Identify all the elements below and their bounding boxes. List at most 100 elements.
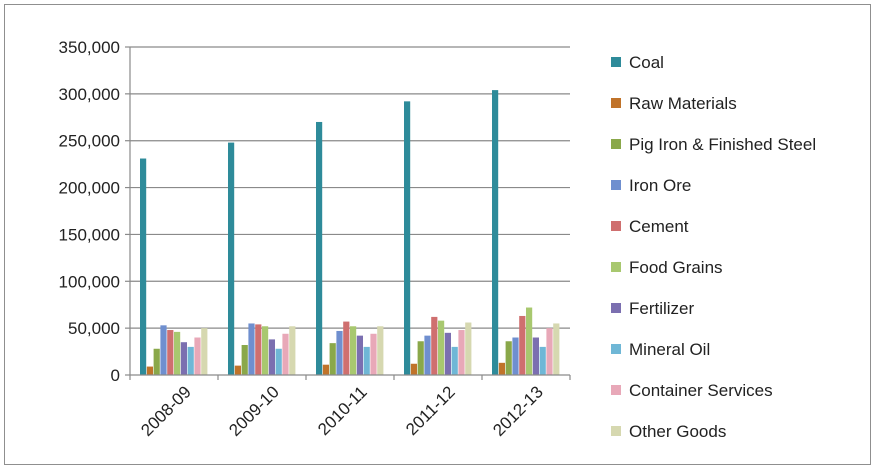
bar-fertilizer-2008-09	[180, 342, 187, 375]
bar-container-services-2011-12	[458, 330, 465, 375]
bar-coal-2011-12	[404, 101, 411, 375]
bar-food-grains-2008-09	[174, 331, 181, 375]
legend-label: Other Goods	[629, 422, 726, 441]
legend-swatch	[611, 385, 621, 395]
legend-item-container-services: Container Services	[611, 381, 773, 400]
legend-swatch	[611, 303, 621, 313]
bar-coal-2009-10	[228, 142, 235, 375]
y-tick-label: 200,000	[59, 179, 120, 198]
bar-food-grains-2009-10	[262, 326, 269, 375]
bar-mineral-oil-2009-10	[275, 348, 282, 375]
bar-pig-iron-finished-steel-2011-12	[417, 341, 424, 375]
bar-container-services-2012-13	[546, 328, 553, 375]
bar-cement-2009-10	[255, 324, 262, 375]
bar-coal-2008-09	[140, 158, 147, 375]
bar-other-goods-2010-11	[377, 326, 384, 375]
y-axis-ticks: 0 50,000 100,000 150,000 200,000 250,000 300,0…	[59, 38, 120, 385]
x-tick-label: 2010-11	[314, 382, 371, 439]
legend-swatch	[611, 139, 621, 149]
bar-cement-2012-13	[519, 315, 526, 375]
bar-food-grains-2011-12	[438, 320, 445, 375]
legend-item-coal: Coal	[611, 53, 664, 72]
bar-raw-materials-2008-09	[146, 366, 153, 375]
x-tick-label: 2012-13	[489, 382, 547, 440]
bar-iron-ore-2009-10	[248, 323, 255, 375]
legend-item-food-grains: Food Grains	[611, 258, 723, 277]
bar-other-goods-2012-13	[553, 323, 560, 375]
y-tick-label: 100,000	[59, 272, 120, 291]
bar-raw-materials-2010-11	[322, 364, 329, 375]
legend-swatch	[611, 344, 621, 354]
legend-label: Raw Materials	[629, 94, 737, 113]
bar-pig-iron-finished-steel-2012-13	[505, 341, 512, 375]
legend-label: Iron Ore	[629, 176, 691, 195]
y-tick-label: 350,000	[59, 38, 120, 57]
bar-coal-2010-11	[316, 121, 323, 375]
legend-item-pig-iron-finished-steel: Pig Iron & Finished Steel	[611, 135, 816, 154]
bar-cement-2008-09	[167, 330, 174, 375]
y-tick-label: 0	[111, 366, 120, 385]
bar-iron-ore-2010-11	[336, 330, 343, 375]
bar-iron-ore-2011-12	[424, 335, 431, 375]
bar-raw-materials-2009-10	[234, 365, 241, 375]
legend-label: Mineral Oil	[629, 340, 710, 359]
bar-food-grains-2012-13	[526, 307, 533, 375]
legend-item-fertilizer: Fertilizer	[611, 299, 695, 318]
bar-coal-2012-13	[492, 90, 499, 376]
bar-mineral-oil-2008-09	[187, 346, 194, 375]
bar-fertilizer-2012-13	[532, 337, 539, 375]
legend-label: Container Services	[629, 381, 773, 400]
bar-iron-ore-2008-09	[160, 325, 167, 375]
bar-fertilizer-2009-10	[268, 339, 275, 375]
bar-other-goods-2008-09	[201, 328, 208, 375]
y-tick-label: 250,000	[59, 132, 120, 151]
legend-label: Cement	[629, 217, 689, 236]
bar-container-services-2009-10	[282, 333, 289, 375]
bar-fertilizer-2011-12	[444, 332, 451, 375]
axes	[125, 46, 571, 380]
x-tick-label: 2009-10	[225, 382, 283, 440]
legend-swatch	[611, 180, 621, 190]
bar-container-services-2008-09	[194, 337, 201, 375]
bar-raw-materials-2011-12	[410, 363, 417, 375]
legend-label: Coal	[629, 53, 664, 72]
bar-food-grains-2010-11	[350, 326, 357, 375]
legend-item-raw-materials: Raw Materials	[611, 94, 737, 113]
bar-pig-iron-finished-steel-2010-11	[329, 343, 336, 375]
x-axis-ticks: 2008-09 2009-10 2010-11 2011-12 2012-13	[137, 382, 547, 440]
legend-item-other-goods: Other Goods	[611, 422, 726, 441]
y-tick-label: 300,000	[59, 85, 120, 104]
bar-mineral-oil-2012-13	[539, 346, 546, 375]
legend-swatch	[611, 426, 621, 436]
legend-swatch	[611, 221, 621, 231]
bar-cement-2011-12	[431, 316, 438, 375]
legend-label: Fertilizer	[629, 299, 695, 318]
bar-other-goods-2009-10	[289, 326, 296, 375]
bar-pig-iron-finished-steel-2009-10	[241, 345, 248, 375]
bar-cement-2010-11	[343, 321, 350, 375]
legend-label: Food Grains	[629, 258, 723, 277]
bars	[140, 90, 560, 376]
legend: Coal Raw Materials Pig Iron & Finished Ste…	[611, 53, 816, 441]
legend-label: Pig Iron & Finished Steel	[629, 135, 816, 154]
gridlines	[130, 46, 570, 329]
bar-iron-ore-2012-13	[512, 337, 519, 375]
bar-mineral-oil-2010-11	[363, 346, 370, 375]
bar-raw-materials-2012-13	[498, 362, 505, 375]
bar-container-services-2010-11	[370, 333, 377, 375]
legend-item-mineral-oil: Mineral Oil	[611, 340, 710, 359]
legend-item-iron-ore: Iron Ore	[611, 176, 691, 195]
legend-swatch	[611, 98, 621, 108]
legend-item-cement: Cement	[611, 217, 689, 236]
x-tick-label: 2008-09	[137, 382, 195, 440]
bar-fertilizer-2010-11	[356, 335, 363, 375]
legend-swatch	[611, 57, 621, 67]
bar-mineral-oil-2011-12	[451, 346, 458, 375]
bar-pig-iron-finished-steel-2008-09	[153, 348, 160, 375]
x-tick-label: 2011-12	[402, 382, 459, 439]
y-tick-label: 50,000	[68, 319, 120, 338]
y-tick-label: 150,000	[59, 225, 120, 244]
legend-swatch	[611, 262, 621, 272]
bar-other-goods-2011-12	[465, 322, 472, 375]
